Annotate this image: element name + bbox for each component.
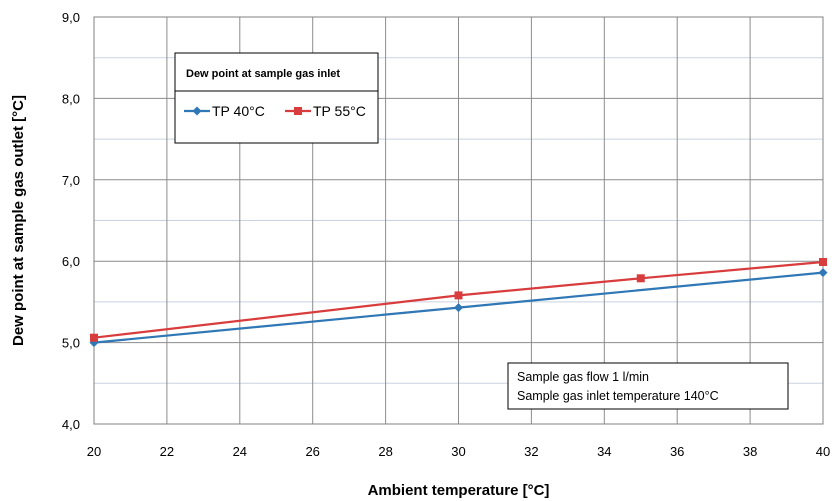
legend-entry-label: TP 40°C: [212, 103, 265, 119]
legend-entry-label: TP 55°C: [313, 103, 366, 119]
legend-title: Dew point at sample gas inlet: [186, 68, 340, 80]
legend-entry: TP 55°C: [285, 103, 366, 119]
data-point: [454, 303, 463, 313]
x-tick-label: 36: [670, 444, 684, 459]
y-axis-title: Dew point at sample gas outlet [°C]: [10, 95, 27, 346]
legend-swatch-marker: [192, 106, 202, 116]
series-layer: [89, 258, 828, 348]
y-tick-label: 7,0: [62, 173, 80, 188]
legend-box: [174, 52, 379, 144]
annotation-line-flow: Sample gas flow 1 l/min: [517, 370, 649, 384]
data-point: [454, 291, 463, 300]
series-tp-55: [90, 258, 827, 342]
legend: Dew point at sample gas inlet TP 40°C TP …: [174, 52, 379, 144]
y-tick-label: 9,0: [62, 10, 80, 25]
x-tick-label: 20: [87, 444, 101, 459]
annotation-frame: [507, 362, 789, 410]
data-point: [819, 258, 827, 267]
x-tick-label: 38: [743, 444, 757, 459]
x-tick-label: 26: [305, 444, 319, 459]
y-tick-label: 4,0: [62, 417, 80, 432]
x-tick-label: 24: [233, 444, 247, 459]
x-axis-ticks: 20 22 24 26 28 30 32 34 36 38 40: [87, 444, 830, 459]
data-point: [818, 268, 828, 278]
x-tick-label: 40: [816, 444, 830, 459]
x-tick-label: 30: [451, 444, 465, 459]
y-tick-label: 8,0: [62, 91, 80, 106]
plot-area: [93, 16, 824, 425]
legend-swatch-marker: [294, 107, 302, 115]
x-tick-label: 28: [378, 444, 392, 459]
x-tick-label: 34: [597, 444, 611, 459]
y-tick-label: 6,0: [62, 254, 80, 269]
x-tick-label: 32: [524, 444, 538, 459]
data-point: [636, 274, 645, 283]
annotation-line-inlet-temperature: Sample gas inlet temperature 140°C: [517, 389, 719, 403]
x-axis-title: Ambient temperature [°C]: [368, 482, 550, 499]
data-point: [90, 333, 98, 342]
legend-entries: TP 40°C TP 55°C: [184, 103, 366, 119]
x-tick-label: 22: [160, 444, 174, 459]
y-axis-ticks: 4,0 5,0 6,0 7,0 8,0 9,0: [62, 10, 80, 432]
series-line: [93, 260, 824, 339]
legend-entry: TP 40°C: [184, 103, 265, 119]
y-tick-label: 5,0: [62, 336, 80, 351]
annotation-box: Sample gas flow 1 l/min Sample gas inlet…: [507, 362, 789, 410]
